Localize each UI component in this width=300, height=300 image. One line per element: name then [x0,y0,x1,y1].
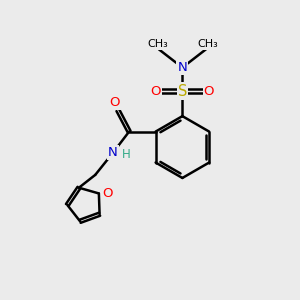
Text: O: O [102,187,112,200]
Text: O: O [109,96,120,109]
Text: O: O [151,85,161,98]
Text: N: N [178,61,187,74]
Text: O: O [204,85,214,98]
Text: H: H [122,148,130,161]
Text: CH₃: CH₃ [197,39,218,49]
Text: N: N [108,146,118,159]
Text: CH₃: CH₃ [147,39,168,49]
Text: S: S [178,84,187,99]
